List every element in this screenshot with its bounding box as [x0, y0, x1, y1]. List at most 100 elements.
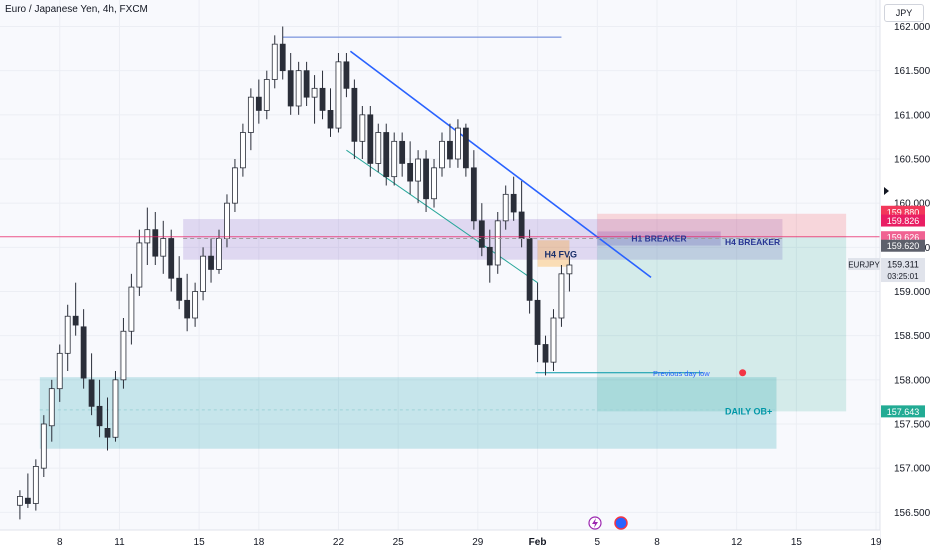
price-tick-label: 160.000: [894, 199, 931, 210]
candle-body: [88, 379, 95, 407]
candle-body: [239, 132, 246, 169]
candle-body: [343, 61, 350, 89]
price-tick-label: 159.000: [894, 287, 931, 298]
price-tick-label: 162.000: [894, 22, 931, 33]
candle-body: [526, 238, 533, 301]
candle-body: [120, 330, 127, 381]
candle-body: [232, 167, 238, 204]
time-tick-label: Feb: [529, 537, 547, 548]
price-tick-label: 158.500: [894, 331, 931, 342]
price-badge-label: 159.880: [887, 207, 920, 217]
current-price-badge: [881, 258, 925, 283]
candle-body: [136, 242, 143, 288]
candle-body: [208, 255, 214, 270]
candle-body: [399, 140, 406, 164]
trade-target-zone: [597, 236, 847, 412]
candle-body: [558, 273, 565, 319]
candle-body: [303, 70, 310, 98]
candle-body: [224, 202, 230, 239]
symbol-badge-label: EURJPY: [848, 261, 880, 270]
candle-body: [407, 163, 414, 182]
candle-body: [462, 127, 469, 169]
candle-body: [184, 299, 191, 319]
time-tick-label: 18: [253, 537, 265, 548]
time-tick-label: 15: [194, 537, 206, 548]
candle-body: [32, 465, 39, 504]
candle-body: [542, 344, 549, 363]
candle-body: [48, 388, 55, 427]
price-badge: [881, 239, 925, 252]
alert-icon: [739, 369, 747, 377]
candle-body: [534, 299, 541, 345]
candle-body: [383, 132, 390, 178]
candle-body: [311, 87, 318, 98]
candle-body: [192, 291, 199, 319]
price-tick-label: 157.000: [894, 464, 931, 475]
time-axis-background: [0, 530, 880, 550]
candle-body: [128, 286, 135, 332]
candle-body: [510, 193, 517, 213]
candle-body: [494, 220, 501, 266]
candle-body: [17, 496, 23, 506]
price-tick-label: 161.500: [894, 66, 931, 77]
candle-body: [439, 140, 445, 169]
label-previous-day-low: Previous day low: [653, 369, 710, 378]
candle-body: [295, 70, 302, 107]
currency-button[interactable]: JPY: [884, 4, 924, 22]
price-badge: [881, 405, 925, 418]
symbol-badge: [848, 258, 880, 271]
candle-body: [455, 127, 461, 160]
candle-body: [287, 70, 294, 107]
play-arrow-icon: [884, 187, 889, 195]
candle-body: [112, 379, 119, 438]
time-tick-label: 8: [57, 537, 63, 548]
candle-body: [375, 132, 382, 164]
candle-body: [279, 43, 286, 72]
candle-body: [255, 96, 262, 111]
candle-body: [478, 220, 485, 248]
trade-box[interactable]: [39, 213, 847, 412]
price-badge-label: 157.643: [887, 407, 920, 417]
event-icons[interactable]: [588, 516, 628, 530]
candle-body: [415, 158, 421, 182]
candle-body: [271, 43, 278, 80]
price-badge-label: 159.620: [887, 241, 920, 251]
current-price-line: [0, 236, 880, 239]
candle-body: [335, 61, 342, 129]
candle-body: [502, 193, 509, 222]
time-tick-label: 22: [333, 537, 345, 548]
candle-body: [359, 114, 366, 142]
time-tick-label: 15: [791, 537, 803, 548]
time-tick-label: 11: [114, 537, 125, 548]
zone-h1-breaker: [597, 231, 721, 246]
price-badge: [881, 214, 925, 227]
candle-body: [351, 87, 358, 142]
price-badge-label: 159.626: [887, 233, 920, 243]
label-daily-ob: DAILY OB+: [725, 407, 772, 417]
candle-body: [152, 229, 159, 257]
price-tick-label: 158.000: [894, 375, 931, 386]
plot-background: [0, 0, 880, 530]
candle-body: [391, 140, 398, 178]
candle-body: [486, 246, 493, 266]
price-badge-label: 159.826: [887, 216, 920, 226]
candle-body: [64, 315, 71, 354]
candles-layer: [17, 26, 573, 520]
label-h1-breaker: H1 BREAKER: [631, 234, 686, 244]
candle-body: [327, 110, 334, 129]
trade-stop-zone: [597, 213, 847, 237]
time-tick-label: 19: [870, 537, 882, 548]
current-price-label: 159.311: [887, 260, 919, 270]
candle-body: [104, 428, 111, 438]
candle-body: [319, 87, 326, 111]
time-axis[interactable]: 8 11 15 18 22 25 29 Feb 5 8 12 15 19: [0, 529, 882, 550]
candle-body: [176, 277, 183, 301]
candle-body: [447, 140, 453, 160]
candle-body: [40, 423, 47, 469]
candle-body: [200, 255, 206, 292]
grid: [0, 0, 880, 530]
candle-body: [216, 238, 222, 270]
lightning-glyph: [592, 518, 598, 528]
label-h4-breaker: H4 BREAKER: [725, 237, 780, 247]
